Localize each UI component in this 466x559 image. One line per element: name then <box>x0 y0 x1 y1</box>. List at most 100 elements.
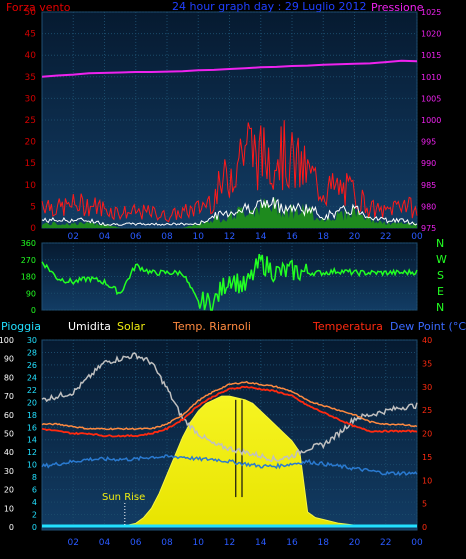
hour-tick-label: 14 <box>255 232 267 242</box>
pressure-tick-label: 1015 <box>421 51 441 60</box>
wind-area-fill <box>42 196 417 228</box>
wind-tick-label: 50 <box>25 8 37 18</box>
temperature-tick-label: 0 <box>422 523 427 532</box>
rain-label: Pioggia <box>1 320 41 333</box>
rain-tick-label: 40 <box>4 448 14 457</box>
direction-letter-w: W <box>436 253 447 266</box>
direction-tick-label: 0 <box>31 306 36 315</box>
temperature-tick-label: 10 <box>422 476 432 485</box>
humidity-tick-label: 2 <box>32 511 37 520</box>
humidity-tick-label: 12 <box>27 448 37 457</box>
hour-tick-label: 12 <box>224 538 235 548</box>
direction-letter-e: E <box>437 285 444 298</box>
direction-letter-s: S <box>437 269 444 282</box>
temperature-tick-label: 35 <box>422 359 432 368</box>
humidity-label: Umidita <box>68 320 111 333</box>
direction-tick-label: 270 <box>21 256 36 265</box>
direction-tick-label: 180 <box>21 273 36 282</box>
pressure-tick-label: 1020 <box>421 30 441 39</box>
hour-tick-label: 06 <box>130 538 142 548</box>
hour-tick-label: 08 <box>161 538 173 548</box>
hour-tick-label: 04 <box>99 538 111 548</box>
wind-tick-label: 15 <box>25 159 36 169</box>
humidity-tick-label: 30 <box>27 336 37 345</box>
humidity-tick-label: 14 <box>27 436 37 445</box>
hour-tick-label: 10 <box>193 232 205 242</box>
pressure-tick-label: 980 <box>421 202 436 211</box>
pressure-tick-label: 990 <box>421 159 436 168</box>
hour-tick-label: 22 <box>380 538 391 548</box>
wind-tick-label: 40 <box>25 51 37 61</box>
rain-tick-label: 30 <box>4 467 14 476</box>
temperature-label: Temperatura <box>312 320 383 333</box>
humidity-tick-label: 24 <box>27 373 37 382</box>
axis-labels: 0510152025303540455097598098599099510001… <box>0 8 441 548</box>
hour-tick-label: 04 <box>99 232 111 242</box>
wind-tick-label: 25 <box>25 116 36 126</box>
direction-tick-label: 90 <box>26 289 36 298</box>
pressure-tick-label: 995 <box>421 138 436 147</box>
rain-tick-label: 100 <box>0 336 14 345</box>
humidity-tick-label: 20 <box>27 398 37 407</box>
pressure-tick-label: 975 <box>421 224 436 233</box>
humidity-tick-label: 10 <box>27 461 37 470</box>
pressure-label: Pressione <box>371 1 424 14</box>
humidity-tick-label: 16 <box>27 423 37 432</box>
rain-tick-label: 50 <box>4 430 14 439</box>
humidity-line <box>41 351 418 463</box>
pressure-tick-label: 1010 <box>421 73 441 82</box>
hour-tick-label: 16 <box>286 538 298 548</box>
rain-tick-label: 20 <box>4 486 14 495</box>
temperature-tick-label: 15 <box>422 453 432 462</box>
wind-direction-line <box>41 253 418 311</box>
humidity-tick-label: 0 <box>32 523 37 532</box>
humidity-tick-label: 4 <box>32 498 37 507</box>
wind-pressure-series <box>41 59 418 228</box>
humidity-tick-label: 22 <box>27 386 37 395</box>
temperature-tick-label: 25 <box>422 406 432 415</box>
temperature-tick-label: 40 <box>422 336 432 345</box>
sun-rise-label: Sun Rise <box>102 492 145 503</box>
humidity-tick-label: 6 <box>32 486 37 495</box>
wind-average-line <box>41 197 418 226</box>
hour-tick-label: 08 <box>161 232 173 242</box>
wind-direction-series <box>41 253 418 311</box>
hour-tick-label: 16 <box>286 232 298 242</box>
hour-tick-label: 00 <box>411 232 423 242</box>
hour-tick-label: 02 <box>68 538 79 548</box>
wind-tick-label: 5 <box>30 202 36 212</box>
hour-tick-label: 10 <box>193 538 205 548</box>
temperature-tick-label: 5 <box>422 500 427 509</box>
solar-label: Solar <box>117 320 146 333</box>
humidity-tick-label: 8 <box>32 473 37 482</box>
pressure-line <box>41 59 418 78</box>
temperature-tick-label: 30 <box>422 383 432 392</box>
graph-title: 24 hour graph day : 29 Luglio 2012 <box>172 0 367 13</box>
wind-gust-line <box>41 120 418 223</box>
hour-tick-label: 20 <box>349 232 361 242</box>
heat-index-line <box>41 380 418 431</box>
pressure-tick-label: 1005 <box>421 94 441 103</box>
rain-tick-label: 0 <box>9 523 14 532</box>
wind-tick-label: 0 <box>30 224 36 234</box>
temperature-tick-label: 20 <box>422 430 432 439</box>
dew-point-line <box>41 454 418 477</box>
direction-letters: N W S E N <box>436 237 447 314</box>
rain-tick-label: 80 <box>4 373 14 382</box>
rain-tick-label: 10 <box>4 504 14 513</box>
wind-tick-label: 35 <box>25 73 36 83</box>
wind-speed-label: Forza vento <box>6 1 71 14</box>
humidity-tick-label: 26 <box>27 361 37 370</box>
temperature-line <box>41 385 418 438</box>
hour-tick-label: 22 <box>380 232 391 242</box>
hour-tick-label: 02 <box>68 232 79 242</box>
hour-tick-label: 00 <box>411 538 423 548</box>
wind-direction-grid <box>42 242 418 311</box>
hour-tick-label: 12 <box>224 232 235 242</box>
pressure-tick-label: 985 <box>421 181 436 190</box>
heat-index-label: Temp. Riarnoli <box>172 320 251 333</box>
hour-tick-label: 20 <box>349 538 361 548</box>
direction-letter-n-bottom: N <box>436 301 444 314</box>
pressure-tick-label: 1025 <box>421 8 441 17</box>
